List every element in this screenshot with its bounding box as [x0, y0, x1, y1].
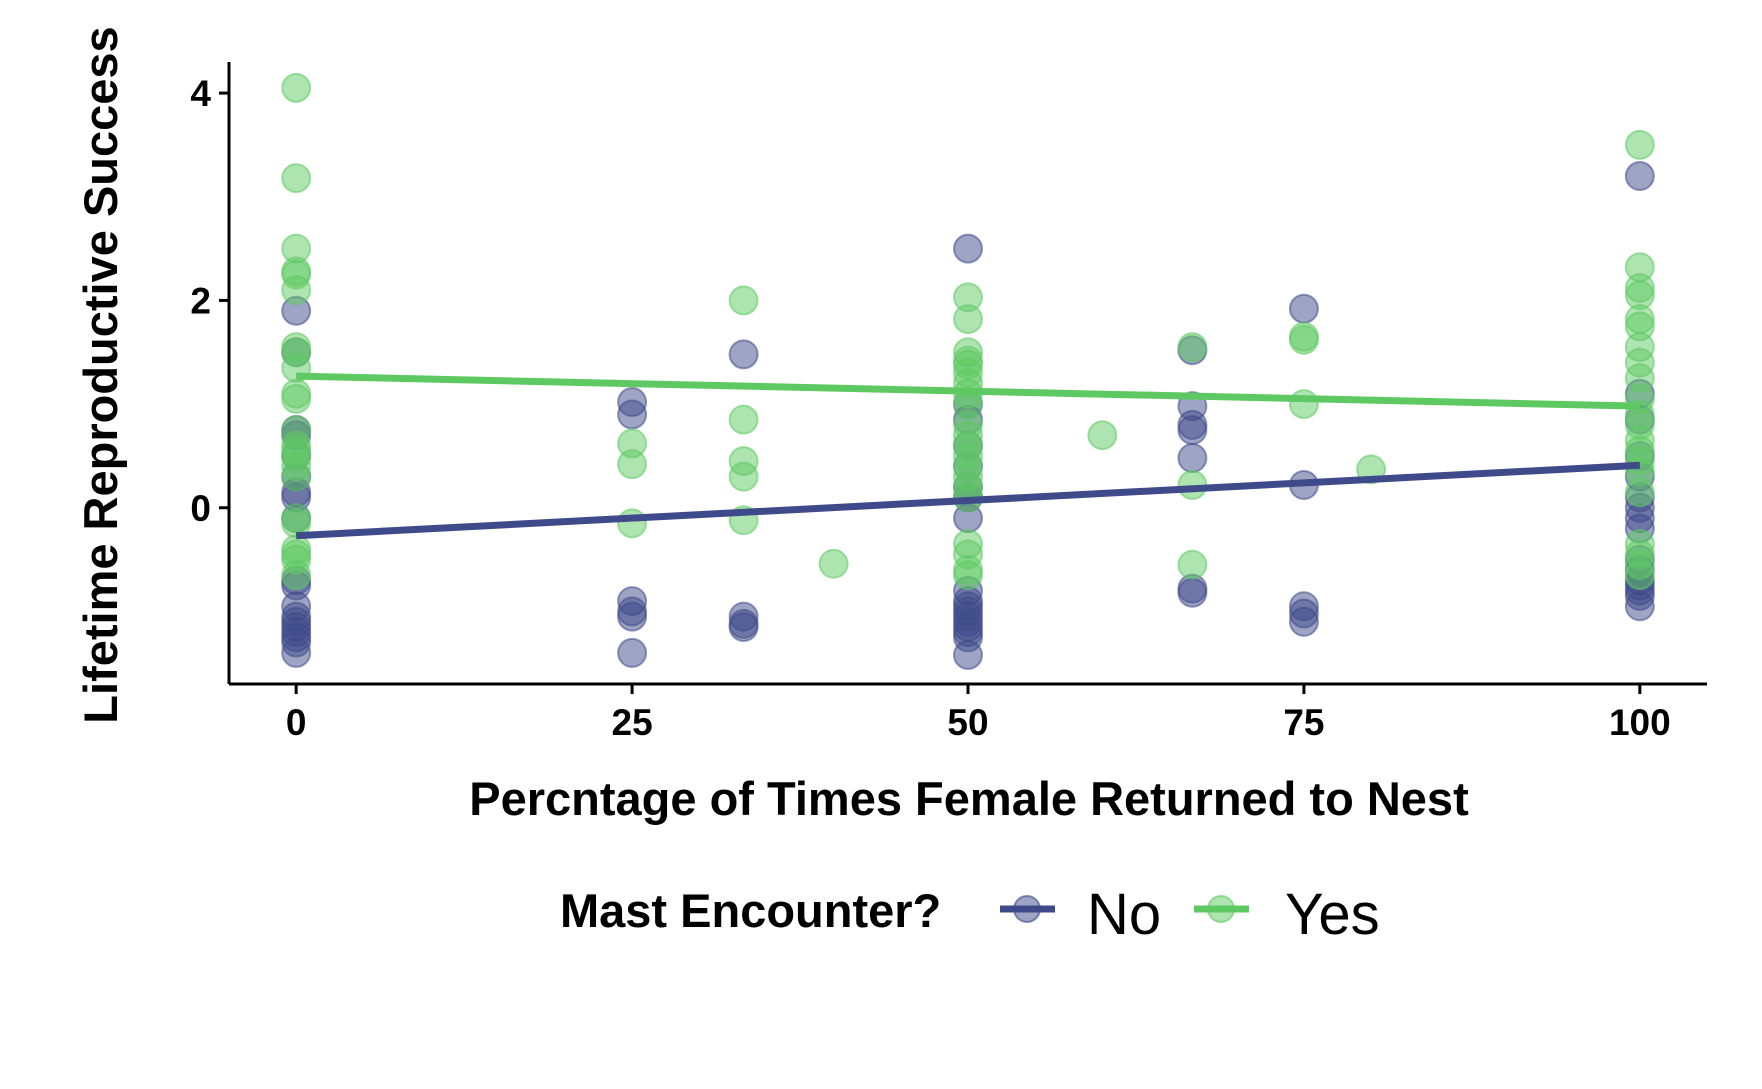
trend-line-no [295, 461, 1641, 540]
data-point-no [617, 601, 648, 632]
legend: Mast Encounter? No Yes [560, 882, 1380, 947]
data-point-yes [281, 163, 312, 194]
x-tick-label: 50 [947, 702, 988, 743]
data-point-yes [281, 383, 312, 414]
legend-marker-no [1013, 895, 1041, 923]
x-tick-label: 100 [1609, 702, 1671, 743]
data-point-yes [1177, 549, 1208, 580]
data-point-yes [1624, 129, 1655, 160]
data-point-no [728, 339, 759, 370]
data-point-yes [1624, 477, 1655, 508]
data-point-yes [281, 275, 312, 306]
x-tick-label: 25 [612, 702, 653, 743]
x-tick-label: 75 [1283, 702, 1324, 743]
points-layer [281, 72, 1655, 670]
data-point-yes [728, 285, 759, 316]
data-point-no [617, 399, 648, 430]
data-point-yes [281, 461, 312, 492]
data-point-yes [953, 560, 983, 591]
axes-layer: 0 25 50 75 100 0 2 4 [190, 62, 1707, 743]
data-point-no [1177, 415, 1208, 446]
data-point-yes [953, 304, 983, 335]
data-point-no [1177, 443, 1208, 474]
data-point-no [617, 637, 648, 668]
data-point-yes [1177, 332, 1208, 363]
data-point-yes [1087, 420, 1118, 451]
data-point-yes [1288, 389, 1319, 420]
trend-layer [295, 372, 1641, 540]
data-point-yes [617, 508, 648, 539]
data-point-yes [728, 461, 759, 492]
data-point-yes [1624, 560, 1655, 591]
y-tick-label: 0 [190, 488, 211, 529]
legend-key-no [1000, 895, 1055, 923]
y-axis-title: Lifetime Reproductive Success [74, 26, 127, 723]
data-point-no [1177, 577, 1208, 608]
data-point-yes [1288, 324, 1319, 355]
data-point-no [1624, 161, 1655, 192]
data-point-no [728, 611, 759, 642]
data-point-no [1288, 606, 1319, 637]
data-point-yes [617, 449, 648, 480]
legend-key-yes [1194, 895, 1249, 923]
y-tick-label: 2 [190, 280, 211, 321]
x-tick-label: 0 [286, 702, 307, 743]
data-point-yes [281, 72, 312, 103]
data-point-no [281, 637, 312, 668]
trend-line-yes [296, 372, 1640, 410]
x-axis-title: Percntage of Times Female Returned to Ne… [469, 772, 1469, 825]
data-point-yes [728, 404, 759, 435]
legend-label-yes: Yes [1285, 882, 1380, 947]
legend-marker-yes [1207, 895, 1235, 923]
data-point-yes [818, 548, 849, 579]
data-point-no [1288, 293, 1319, 324]
data-point-no [1624, 591, 1655, 622]
data-point-no [953, 233, 983, 264]
legend-title: Mast Encounter? [560, 884, 941, 937]
y-tick-label: 4 [190, 73, 211, 114]
data-point-no [953, 639, 983, 670]
data-point-yes [281, 560, 312, 591]
legend-label-no: No [1087, 882, 1161, 947]
